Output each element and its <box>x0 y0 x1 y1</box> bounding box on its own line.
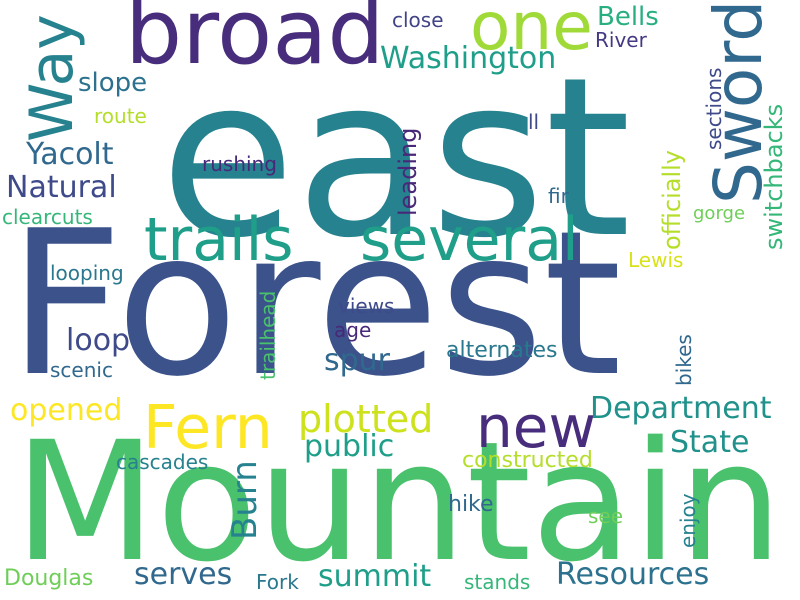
word-close: close <box>392 8 444 32</box>
word-switchbacks: switchbacks <box>760 103 788 250</box>
word-broad: broad <box>125 0 385 85</box>
word-public: public <box>304 429 395 464</box>
word-spur: spur <box>324 343 391 378</box>
word-sections: sections <box>702 67 726 150</box>
word-east: east <box>160 30 632 286</box>
word-plotted: plotted <box>298 397 434 441</box>
word-lewis: Lewis <box>628 248 684 272</box>
word-age: age <box>334 318 372 342</box>
word-gorge: gorge <box>693 203 746 224</box>
word-department: Department <box>590 391 772 426</box>
word-enjoy: enjoy <box>676 493 700 548</box>
word-views: views <box>338 294 395 318</box>
word-bikes: bikes <box>672 334 696 386</box>
word-see: see <box>588 504 624 528</box>
word-several: several <box>360 205 579 275</box>
word-fork: Fork <box>256 570 299 594</box>
word-resources: Resources <box>556 557 710 592</box>
word-mountain: Mountain <box>14 406 783 598</box>
word-hike: hike <box>448 492 494 517</box>
word-yacolt: Yacolt <box>26 137 114 172</box>
word-leading: leading <box>394 127 422 217</box>
word-one: one <box>470 0 593 65</box>
word-fir: fir <box>548 184 569 208</box>
word-loop: loop <box>66 323 131 358</box>
word-forest: Forest <box>8 188 622 421</box>
word-fern: Fern <box>143 393 273 463</box>
word-trails: trails <box>144 205 294 275</box>
word-state: State <box>670 425 750 460</box>
word-burn: Burn <box>225 460 265 540</box>
word-scenic: scenic <box>50 358 113 382</box>
word-river: River <box>595 28 647 52</box>
word-bells: Bells <box>597 2 659 32</box>
word-constructed: constructed <box>462 448 593 473</box>
word-stands: stands <box>464 570 531 594</box>
word-clearcuts: clearcuts <box>2 205 93 229</box>
word-route: route <box>94 104 147 128</box>
word-ll: ll <box>528 110 540 134</box>
word-looping: looping <box>50 261 124 285</box>
word-washington: Washington <box>380 41 557 76</box>
word-cascades: cascades <box>116 450 209 474</box>
word-douglas: Douglas <box>4 566 94 591</box>
word-way: Way <box>17 14 87 142</box>
word-alternates: alternates <box>446 338 558 363</box>
word-trailhead: trailhead <box>256 290 280 380</box>
word-natural: Natural <box>6 170 117 205</box>
word-rushing: rushing <box>202 152 277 176</box>
word-new: new <box>476 393 596 461</box>
word-serves: serves <box>134 557 233 592</box>
word-summit: summit <box>318 559 432 594</box>
word-opened: opened <box>10 393 123 428</box>
word-officially: officially <box>658 150 686 250</box>
word-slope: slope <box>78 68 148 98</box>
